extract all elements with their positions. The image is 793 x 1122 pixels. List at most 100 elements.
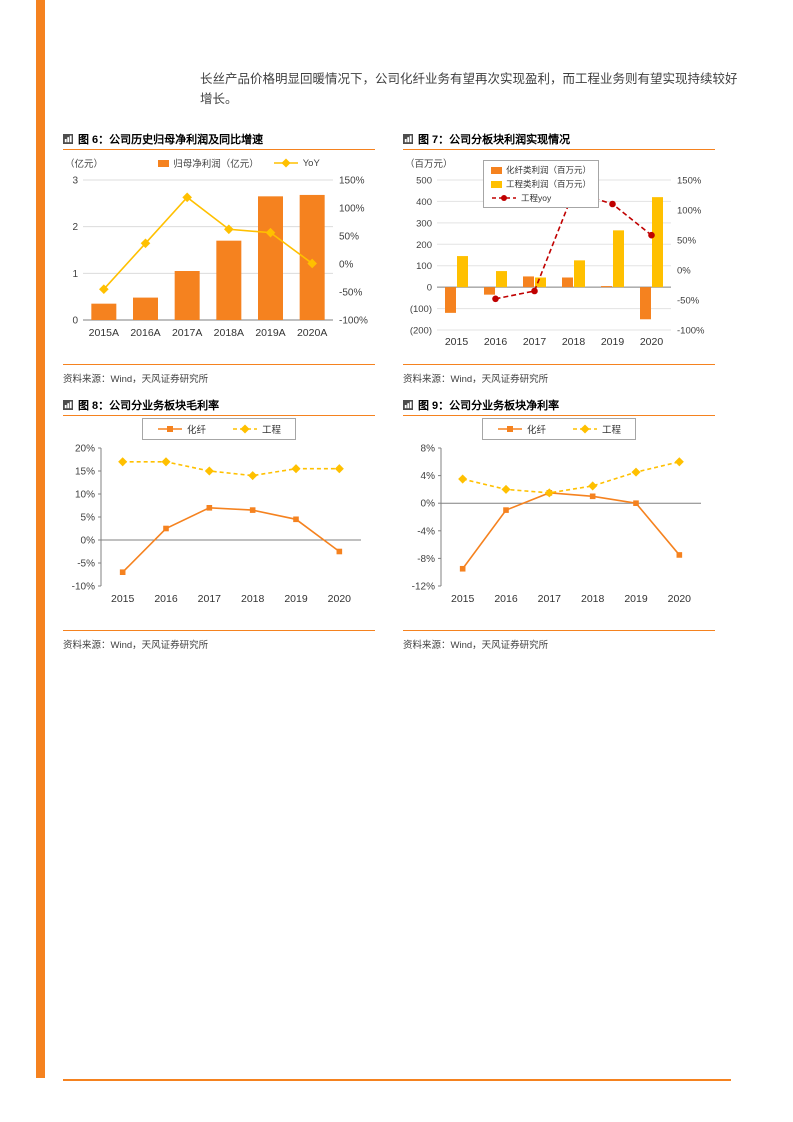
legend-item: 工程yoy <box>491 192 591 204</box>
svg-text:2017: 2017 <box>523 336 547 348</box>
fig8-canvas: -10% -5% 0% 5% 10% 15% 20% 2015 2016 2017 2018 2019… <box>72 444 361 605</box>
svg-text:100%: 100% <box>339 204 365 215</box>
svg-text:50%: 50% <box>677 236 697 247</box>
legend-label: 工程 <box>602 425 622 436</box>
svg-text:(100): (100) <box>410 304 432 315</box>
legend-item: 化纤类利润（百万元） <box>491 164 591 176</box>
svg-text:2015: 2015 <box>445 336 469 348</box>
figure-8: 图 8：公司分业务板块毛利率 化纤 工程 -10% -5% 0% 5% 10% 15% 20% 2… <box>63 397 375 651</box>
svg-text:2016: 2016 <box>484 336 508 348</box>
legend-marker-icon <box>497 426 522 432</box>
fig9-canvas: -12% -8% -4% 0% 4% 8% 2015 2016 2017 2018 2019 2020 <box>412 444 701 605</box>
svg-text:2018: 2018 <box>581 593 605 605</box>
svg-text:2019: 2019 <box>601 336 625 348</box>
divider <box>63 415 375 416</box>
legend-marker-icon <box>573 424 597 434</box>
legend-marker-icon <box>157 426 182 432</box>
svg-text:2019A: 2019A <box>255 327 285 339</box>
chart-net-profit-yoy: （亿元） 归母净利润（亿元） YoY 0 1 2 3 150% 100% 50% 0% -50% -10… <box>63 150 375 364</box>
figure-6-title: 图 6：公司历史归母净利润及同比增速 <box>78 133 264 146</box>
svg-text:2017A: 2017A <box>172 327 202 339</box>
legend-label: 工程类利润（百万元） <box>506 179 592 189</box>
source-note: 资料来源：Wind，天风证券研究所 <box>403 374 549 385</box>
legend-marker-icon <box>273 158 298 168</box>
svg-text:0%: 0% <box>81 536 96 547</box>
svg-text:3: 3 <box>72 176 78 187</box>
svg-text:0%: 0% <box>339 260 354 271</box>
legend-swatch <box>491 180 502 188</box>
legend-label: 化纤 <box>186 425 206 436</box>
svg-text:0: 0 <box>427 283 432 294</box>
svg-text:0: 0 <box>72 316 78 327</box>
chart-legend: 化纤 工程 <box>481 418 637 440</box>
legend-marker-icon <box>233 424 257 434</box>
legend-item: 归母净利润（亿元） <box>158 156 259 170</box>
legend-label: 化纤类利润（百万元） <box>506 165 592 175</box>
source-note: 资料来源：Wind，天风证券研究所 <box>403 640 549 651</box>
svg-text:8%: 8% <box>421 444 436 455</box>
legend-marker-icon <box>492 195 516 201</box>
svg-text:-12%: -12% <box>412 582 435 593</box>
svg-text:-10%: -10% <box>72 582 95 593</box>
svg-text:200: 200 <box>416 240 432 251</box>
svg-text:10%: 10% <box>75 490 95 501</box>
axis-unit-label: （亿元） <box>65 159 104 170</box>
figure-chart-icon <box>403 399 413 410</box>
chart-segment-profit: （百万元） 500 400 300 200 100 0 (100) (200) 150% 100% 5… <box>403 150 715 364</box>
divider <box>403 149 715 150</box>
svg-text:2: 2 <box>72 222 78 233</box>
legend-label: 化纤 <box>526 425 546 436</box>
fig6-canvas: 0 1 2 3 150% 100% 50% 0% -50% -100% 2015A 2016A 2017… <box>72 176 368 340</box>
svg-text:2020A: 2020A <box>297 327 327 339</box>
legend-item: 化纤 <box>497 422 546 436</box>
svg-text:2016A: 2016A <box>130 327 160 339</box>
svg-text:-100%: -100% <box>677 326 705 337</box>
divider <box>403 630 715 631</box>
chart-header: （百万元） <box>403 152 715 174</box>
chart-legend: 化纤类利润（百万元） 工程类利润（百万元） 工程yoy <box>483 160 600 208</box>
legend-label: 工程yoy <box>521 193 552 203</box>
svg-text:100: 100 <box>416 261 432 272</box>
divider <box>403 415 715 416</box>
figure-9-title: 图 9：公司分业务板块净利率 <box>418 399 560 412</box>
svg-text:2018: 2018 <box>241 593 265 605</box>
svg-text:2015A: 2015A <box>89 327 119 339</box>
chart-legend: 归母净利润（亿元） YoY <box>103 156 375 170</box>
figure-7-title-row: 图 7：公司分板块利润实现情况 <box>403 131 715 146</box>
svg-text:2018A: 2018A <box>214 327 244 339</box>
legend-label: 归母净利润（亿元） <box>173 159 259 170</box>
svg-text:2018: 2018 <box>562 336 586 348</box>
svg-text:2015: 2015 <box>111 593 135 605</box>
figure-chart-icon <box>63 133 73 144</box>
chart-header: 化纤 工程 <box>403 418 715 440</box>
legend-item: 工程 <box>232 422 281 436</box>
footer-divider <box>63 1079 731 1081</box>
svg-text:0%: 0% <box>421 499 436 510</box>
svg-text:15%: 15% <box>75 467 95 478</box>
chart-header: 化纤 工程 <box>63 418 375 440</box>
svg-text:2020: 2020 <box>328 593 352 605</box>
legend-item: YoY <box>273 158 320 169</box>
svg-text:2016: 2016 <box>494 593 518 605</box>
svg-text:2017: 2017 <box>538 593 562 605</box>
chart-gross-margin: 化纤 工程 -10% -5% 0% 5% 10% 15% 20% 2015 2016 2017 2018… <box>63 416 375 630</box>
svg-text:0%: 0% <box>677 266 691 277</box>
legend-swatch <box>158 159 170 167</box>
legend-item: 工程 <box>572 422 621 436</box>
svg-text:150%: 150% <box>339 176 365 187</box>
page-accent-stripe <box>36 0 45 1078</box>
svg-text:20%: 20% <box>75 444 95 455</box>
legend-label: 工程 <box>262 425 282 436</box>
svg-text:-5%: -5% <box>77 559 95 570</box>
divider <box>63 149 375 150</box>
svg-text:100%: 100% <box>677 206 702 217</box>
svg-text:2019: 2019 <box>284 593 308 605</box>
svg-text:50%: 50% <box>339 232 359 243</box>
legend-item: 工程类利润（百万元） <box>491 178 591 190</box>
svg-text:500: 500 <box>416 176 432 187</box>
svg-text:-50%: -50% <box>339 288 362 299</box>
figure-7: 图 7：公司分板块利润实现情况 （百万元） 500 400 300 200 100 0 (10… <box>403 131 715 385</box>
svg-text:2020: 2020 <box>668 593 692 605</box>
axis-unit-label: （百万元） <box>405 159 453 170</box>
